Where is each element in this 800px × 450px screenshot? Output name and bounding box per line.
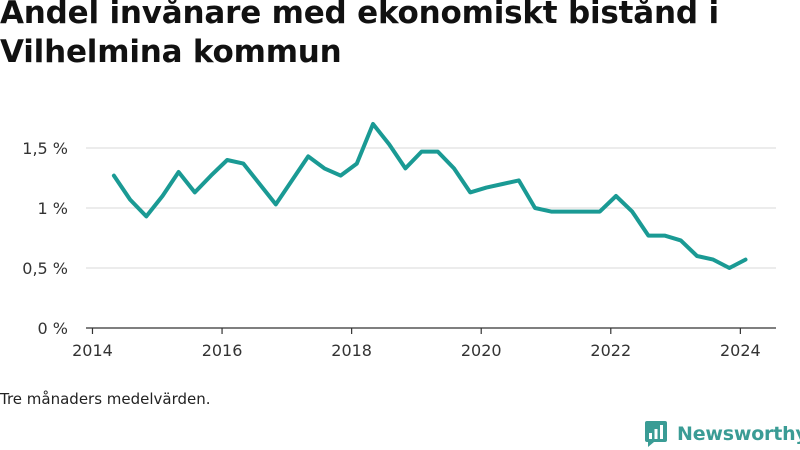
brand-logo: Newsworthy bbox=[644, 419, 800, 449]
y-tick-label: 1,5 % bbox=[22, 139, 68, 158]
x-tick-label: 2018 bbox=[331, 341, 372, 360]
brand-name: Newsworthy bbox=[677, 423, 800, 445]
y-tick-label: 0 % bbox=[38, 319, 68, 338]
x-tick-label: 2024 bbox=[720, 341, 761, 360]
x-tick-label: 2016 bbox=[202, 341, 243, 360]
x-tick-label: 2020 bbox=[461, 341, 502, 360]
x-tick-label: 2022 bbox=[590, 341, 631, 360]
x-tick-label: 2014 bbox=[72, 341, 113, 360]
newsworthy-logo-icon bbox=[645, 421, 667, 447]
y-tick-label: 1 % bbox=[38, 199, 68, 218]
chart-note: Tre månaders medelvärden. bbox=[0, 390, 211, 408]
series-line bbox=[111, 122, 748, 270]
chart-title: Andel invånare med ekonomiskt bistånd i … bbox=[0, 0, 719, 70]
y-tick-label: 0,5 % bbox=[22, 259, 68, 278]
